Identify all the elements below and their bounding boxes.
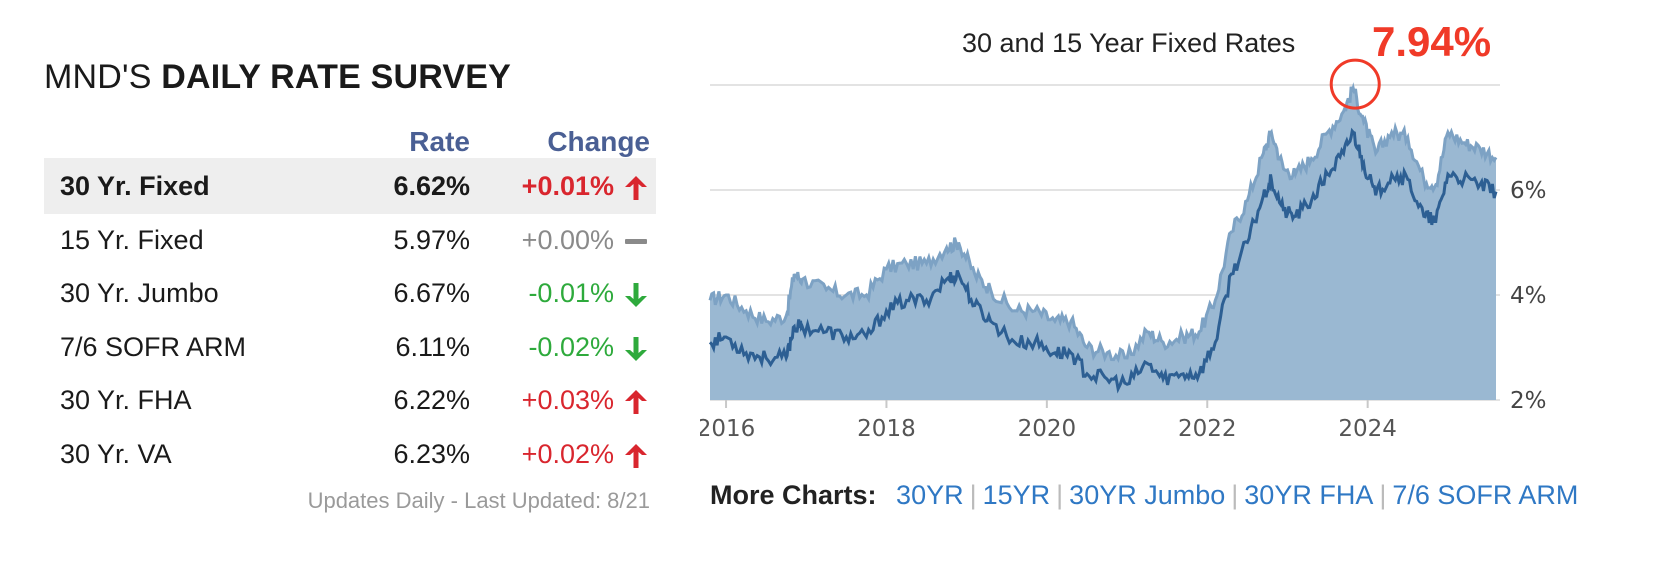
more-charts-nav: More Charts: 30YR | 15YR | 30YR Jumbo | 30YR F… (710, 480, 1578, 511)
more-charts-link[interactable]: 30YR (896, 480, 964, 510)
rate-change-value: -0.01% (528, 278, 614, 308)
more-charts-link[interactable]: 30YR Jumbo (1069, 480, 1226, 510)
rate-row[interactable]: 30 Yr. VA 6.23% +0.02% (44, 426, 656, 482)
peak-circle-annotation (1329, 58, 1381, 110)
rate-change-value: +0.01% (521, 171, 614, 201)
up-arrow-icon (622, 388, 650, 416)
chart-title: 30 and 15 Year Fixed Rates (962, 28, 1296, 58)
y-tick-label: 2% (1510, 388, 1547, 414)
rate-row[interactable]: 30 Yr. Jumbo 6.67% -0.01% (44, 265, 656, 321)
rate-change-value: +0.00% (521, 224, 614, 255)
no-change-dash-icon (622, 228, 650, 256)
link-separator: | (1056, 480, 1064, 510)
rate-product-name: 30 Yr. VA (60, 438, 172, 469)
rate-product-name: 30 Yr. FHA (60, 385, 192, 415)
x-tick-label: 2022 (1178, 416, 1237, 442)
line-15yr (708, 127, 1498, 394)
rate-change-value: +0.03% (521, 385, 614, 415)
up-arrow-icon (622, 442, 650, 470)
survey-title-bold: DAILY RATE SURVEY (161, 58, 512, 96)
rates-chart[interactable]: 2016 2018 2020 2022 2024 2% 4% 6% (700, 0, 1678, 470)
y-tick-label: 6% (1510, 178, 1547, 204)
rate-row[interactable]: 7/6 SOFR ARM 6.11% -0.02% (44, 319, 656, 375)
x-tick-label: 2016 (700, 416, 755, 442)
rate-value: 5.97% (393, 224, 470, 255)
change-column-header: Change (547, 126, 650, 157)
rate-row[interactable]: 30 Yr. Fixed 6.62% +0.01% (44, 158, 656, 214)
down-arrow-icon (622, 335, 650, 363)
more-charts-link[interactable]: 7/6 SOFR ARM (1392, 480, 1579, 510)
x-tick-label: 2024 (1338, 416, 1397, 442)
up-arrow-icon (622, 174, 650, 202)
rate-value: 6.67% (393, 278, 470, 308)
rate-change-value: -0.02% (528, 331, 614, 362)
rate-product-name: 30 Yr. Fixed (60, 171, 210, 201)
rate-column-header: Rate (409, 126, 470, 157)
survey-title: MND'S DAILY RATE SURVEY (44, 58, 511, 97)
rate-product-name: 15 Yr. Fixed (60, 224, 204, 255)
link-separator: | (969, 480, 977, 510)
rate-row[interactable]: 15 Yr. Fixed 5.97% +0.00% (44, 212, 656, 268)
rate-change-value: +0.02% (521, 438, 614, 469)
down-arrow-icon (622, 281, 650, 309)
more-charts-link[interactable]: 15YR (982, 480, 1051, 510)
link-separator: | (1231, 480, 1239, 510)
link-separator: | (1379, 480, 1387, 510)
y-tick-label: 4% (1510, 283, 1547, 309)
daily-rate-survey: MND'S DAILY RATE SURVEY Rate Change 30 Y… (44, 0, 656, 568)
line-30yr (708, 82, 1498, 364)
rate-value: 6.11% (395, 331, 470, 362)
chart-axis-ticks: 2016 2018 2020 2022 2024 2% 4% 6% (700, 178, 1547, 442)
x-tick-label: 2018 (857, 416, 916, 442)
rate-value: 6.22% (393, 385, 470, 415)
area-30yr-fill (710, 86, 1496, 400)
last-updated-note: Updates Daily - Last Updated: 8/21 (307, 488, 650, 513)
rate-value: 6.23% (393, 438, 470, 469)
more-charts-link[interactable]: 30YR FHA (1244, 480, 1374, 510)
rate-value: 6.62% (393, 171, 470, 201)
rate-row[interactable]: 30 Yr. FHA 6.22% +0.03% (44, 372, 656, 428)
more-charts-links: 30YR | 15YR | 30YR Jumbo | 30YR FHA | 7/6 SOFR A… (896, 480, 1578, 510)
more-charts-label: More Charts: (710, 480, 877, 510)
rate-product-name: 7/6 SOFR ARM (60, 331, 247, 362)
survey-title-prefix: MND'S (44, 58, 152, 96)
rate-product-name: 30 Yr. Jumbo (60, 278, 219, 308)
rates-chart-panel: 2016 2018 2020 2022 2024 2% 4% 6% 30 and 15 Yea… (700, 0, 1678, 568)
x-tick-label: 2020 (1018, 416, 1077, 442)
peak-rate-annotation: 7.94% (1372, 18, 1492, 65)
